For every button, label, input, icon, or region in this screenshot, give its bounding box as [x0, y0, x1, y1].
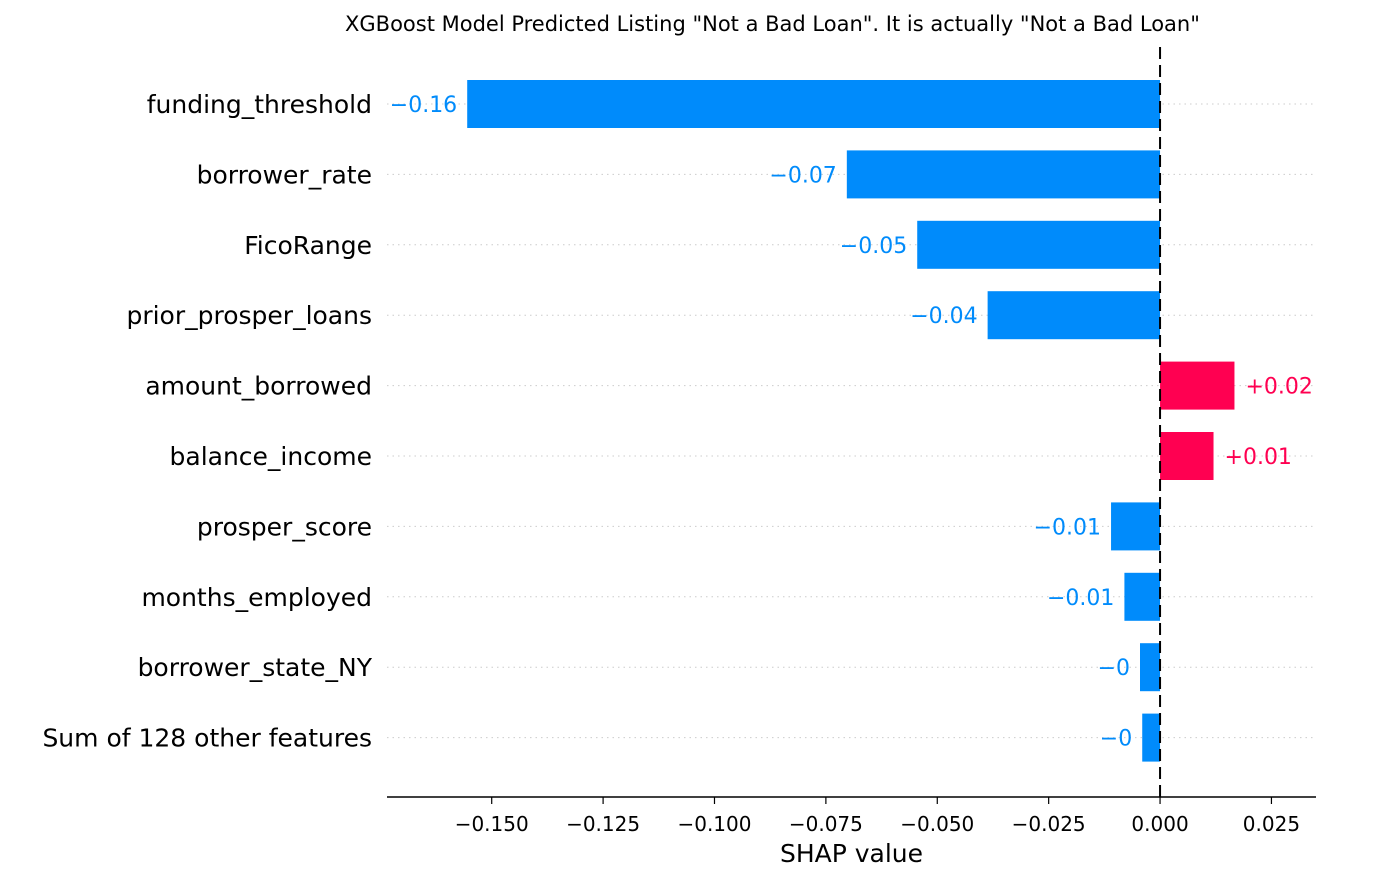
bar	[987, 291, 1161, 340]
feature-label: borrower_rate	[197, 160, 372, 189]
x-tick-label: −0.100	[677, 812, 751, 836]
x-tick-label: −0.075	[789, 812, 863, 836]
feature-label: borrower_state_NY	[138, 653, 373, 682]
bar	[1140, 643, 1161, 692]
x-tick-label: −0.025	[1012, 812, 1086, 836]
feature-label: months_employed	[141, 583, 372, 612]
row-gridlines	[387, 103, 1316, 739]
bar	[1142, 713, 1161, 762]
value-label: −0.04	[910, 304, 977, 329]
bar	[917, 220, 1161, 269]
value-labels: −0.16 −0.07 −0.05 −0.04 +0.02 +0.01 −0.01 −0.01…	[390, 93, 1313, 752]
value-label: −0	[1098, 656, 1130, 681]
bar	[467, 80, 1161, 128]
feature-label: balance_income	[170, 442, 373, 471]
bar	[1111, 502, 1161, 551]
bars	[467, 80, 1235, 762]
value-label: −0.16	[390, 93, 457, 118]
value-label: +0.02	[1245, 375, 1312, 400]
feature-label: prior_prosper_loans	[126, 301, 372, 330]
value-label: +0.01	[1225, 445, 1292, 470]
feature-label: FicoRange	[244, 231, 372, 260]
bar	[1160, 432, 1214, 480]
bar	[1160, 361, 1235, 410]
x-axis-label: SHAP value	[780, 839, 923, 868]
feature-labels: funding_threshold borrower_rate FicoRange p…	[42, 90, 372, 753]
feature-label: prosper_score	[197, 512, 372, 541]
feature-label: Sum of 128 other features	[42, 724, 372, 753]
feature-label: funding_threshold	[147, 90, 372, 119]
value-label: −0	[1100, 727, 1132, 752]
x-axis: −0.150 −0.125 −0.100 −0.075 −0.050 −0.025 0.00…	[387, 796, 1316, 836]
x-tick-label: −0.050	[900, 812, 974, 836]
x-tick-label: −0.150	[455, 812, 529, 836]
x-tick-label: −0.125	[566, 812, 640, 836]
x-tick-label: 0.025	[1243, 812, 1300, 836]
value-label: −0.01	[1034, 515, 1101, 540]
value-label: −0.01	[1047, 586, 1114, 611]
chart-title: XGBoost Model Predicted Listing "Not a B…	[345, 12, 1200, 36]
bar	[1124, 572, 1161, 621]
x-tick-label: 0.000	[1131, 812, 1188, 836]
bar	[846, 150, 1161, 199]
feature-label: amount_borrowed	[145, 372, 372, 401]
value-label: −0.05	[840, 234, 907, 259]
value-label: −0.07	[769, 163, 836, 188]
